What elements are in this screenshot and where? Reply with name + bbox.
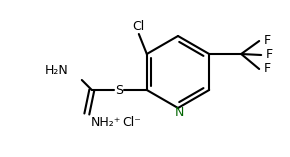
Text: N: N bbox=[174, 106, 184, 119]
Text: F: F bbox=[264, 62, 271, 76]
Text: H₂N: H₂N bbox=[45, 63, 69, 76]
Text: Cl⁻: Cl⁻ bbox=[122, 116, 141, 128]
Text: F: F bbox=[266, 49, 273, 62]
Text: S: S bbox=[115, 84, 123, 97]
Text: F: F bbox=[264, 35, 271, 48]
Text: Cl: Cl bbox=[133, 21, 145, 33]
Text: NH₂⁺: NH₂⁺ bbox=[91, 116, 121, 128]
